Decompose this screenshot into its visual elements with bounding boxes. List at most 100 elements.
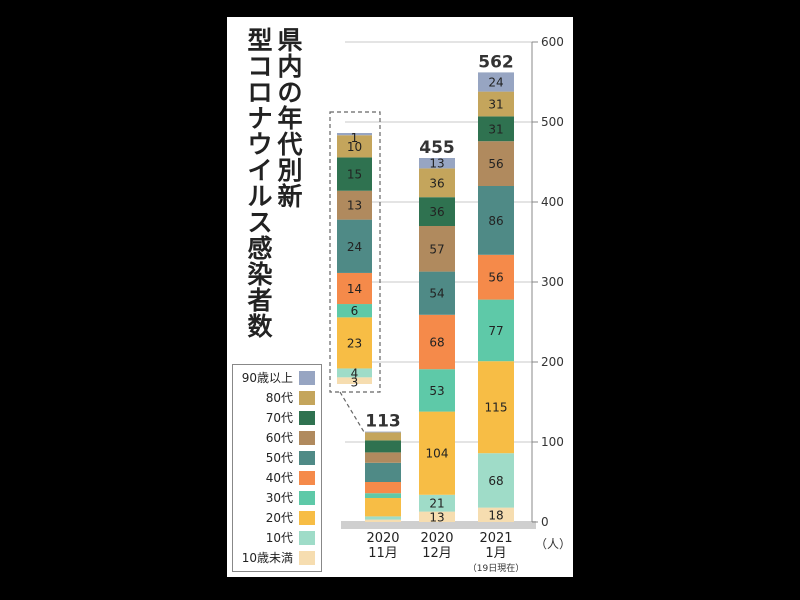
legend-swatch: [299, 471, 315, 485]
x-category-label: 2020: [366, 531, 399, 546]
inset-callout-line: [339, 391, 365, 433]
inset-value-label: 1: [351, 131, 359, 145]
legend-item: 80代: [233, 388, 321, 408]
x-category-label: 1月: [485, 546, 506, 561]
inset-segment: [337, 272, 372, 305]
bar-segment: [365, 493, 401, 498]
legend-label: 60代: [265, 431, 293, 445]
legend-swatch: [299, 411, 315, 425]
legend-item: 40代: [233, 468, 321, 488]
segment-value-label: 104: [426, 447, 449, 461]
segment-value-label: 53: [429, 384, 444, 398]
bar-segment: [419, 411, 455, 495]
copyright-credit: (C) 福島民放社: [731, 582, 786, 591]
bar-segment: [478, 72, 514, 92]
legend-label: 40代: [265, 471, 293, 485]
legend-swatch: [299, 451, 315, 465]
legend-item: 50代: [233, 448, 321, 468]
bar-segment: [478, 299, 514, 362]
bar-segment: [478, 141, 514, 186]
bar-segment: [365, 516, 401, 520]
bar-segment: [478, 507, 514, 522]
legend-swatch: [299, 491, 315, 505]
legend-item: 90歳以上: [233, 368, 321, 388]
bar-segment: [419, 369, 455, 412]
inset-segment: [337, 317, 372, 369]
inset-value-label: 6: [351, 304, 359, 318]
inset-segment: [337, 157, 372, 191]
y-tick-label: 100: [541, 435, 564, 449]
segment-value-label: 36: [429, 205, 444, 219]
segment-value-label: 13: [429, 157, 444, 171]
segment-value-label: 13: [429, 510, 444, 524]
x-category-label: 11月: [368, 546, 398, 561]
legend-label: 70代: [265, 411, 293, 425]
legend-swatch: [299, 371, 315, 385]
inset-value-label: 14: [347, 282, 362, 296]
bar-segment: [365, 432, 401, 441]
segment-value-label: 56: [488, 157, 503, 171]
legend: 90歳以上 80代 70代 60代 50代 40代 30代 20代 10代 10歳未満: [232, 364, 322, 572]
bar-segment: [419, 271, 455, 315]
inset-segment: [337, 377, 372, 384]
legend-swatch: [299, 511, 315, 525]
legend-label: 80代: [265, 391, 293, 405]
legend-swatch: [299, 391, 315, 405]
bar-segment: [419, 314, 455, 370]
legend-item: 70代: [233, 408, 321, 428]
segment-value-label: 54: [429, 287, 444, 301]
inset-value-label: 24: [347, 240, 362, 254]
segment-value-label: 56: [488, 271, 503, 285]
legend-label: 50代: [265, 451, 293, 465]
legend-item: 10歳未満: [233, 548, 321, 568]
segment-value-label: 68: [429, 336, 444, 350]
legend-label: 10歳未満: [241, 551, 293, 565]
segment-value-label: 36: [429, 176, 444, 190]
y-tick-label: 500: [541, 115, 564, 129]
inset-value-label: 15: [347, 168, 362, 182]
legend-swatch: [299, 531, 315, 545]
bar-segment: [478, 91, 514, 117]
bar-segment: [419, 494, 455, 512]
legend-item: 20代: [233, 508, 321, 528]
inset-segment: [337, 304, 372, 318]
segment-value-label: 115: [485, 401, 508, 415]
title-line-2: 型コロナウイルス感染者数: [247, 26, 273, 341]
bar-segment: [478, 116, 514, 142]
x-category-label: 12月: [422, 546, 452, 561]
bar-segment: [419, 197, 455, 226]
inset-value-label: 3: [351, 375, 359, 389]
bar-segment: [419, 511, 455, 522]
x-category-label: 2021: [479, 531, 512, 546]
inset-value-label: 13: [347, 199, 362, 213]
legend-swatch: [299, 551, 315, 565]
bar-segment: [478, 453, 514, 508]
segment-value-label: 31: [488, 98, 503, 112]
legend-label: 30代: [265, 491, 293, 505]
bar-segment: [478, 186, 514, 255]
legend-item: 30代: [233, 488, 321, 508]
segment-value-label: 77: [488, 324, 503, 338]
y-tick-label: 200: [541, 355, 564, 369]
legend-label: 20代: [265, 511, 293, 525]
x-category-note: （19日現在）: [468, 562, 524, 574]
bar-segment: [419, 158, 455, 169]
inset-segment: [337, 135, 372, 158]
bar-total-label: 562: [478, 52, 514, 72]
bar-segment: [365, 431, 401, 433]
bar-segment: [365, 519, 401, 522]
chart-title: 県内の年代別新 型コロナウイルス感染者数: [247, 28, 305, 340]
inset-segment: [337, 368, 372, 378]
segment-value-label: 57: [429, 242, 444, 256]
bar-total-label: 113: [365, 412, 401, 432]
segment-value-label: 24: [488, 76, 503, 90]
bar-total-label: 455: [419, 138, 455, 158]
segment-value-label: 86: [488, 214, 503, 228]
y-tick-label: 300: [541, 275, 564, 289]
bar-segment: [365, 498, 401, 517]
y-tick-label: 0: [541, 515, 549, 529]
x-category-label: 2020: [420, 531, 453, 546]
legend-swatch: [299, 431, 315, 445]
legend-label: 10代: [265, 531, 293, 545]
